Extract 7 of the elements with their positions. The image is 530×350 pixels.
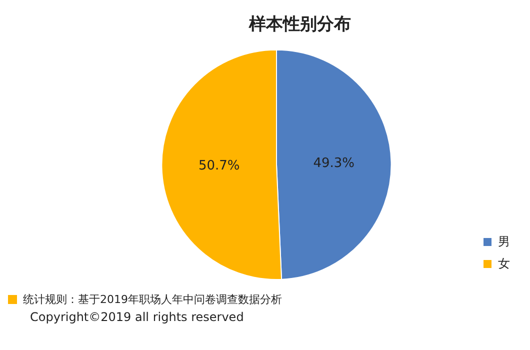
text: Copyright©2019 all rights reserved xyxy=(29,309,245,326)
legend-label: 男 xyxy=(498,234,510,248)
data-label: 50.7% xyxy=(198,158,240,174)
chart-title: 样本性别分布 xyxy=(248,14,351,35)
legend-label: 女 xyxy=(498,256,510,270)
text: 统计规则：基于2019年职场人年中问卷调查数据分析 xyxy=(22,292,282,308)
data-label: 49.3% xyxy=(313,156,355,171)
